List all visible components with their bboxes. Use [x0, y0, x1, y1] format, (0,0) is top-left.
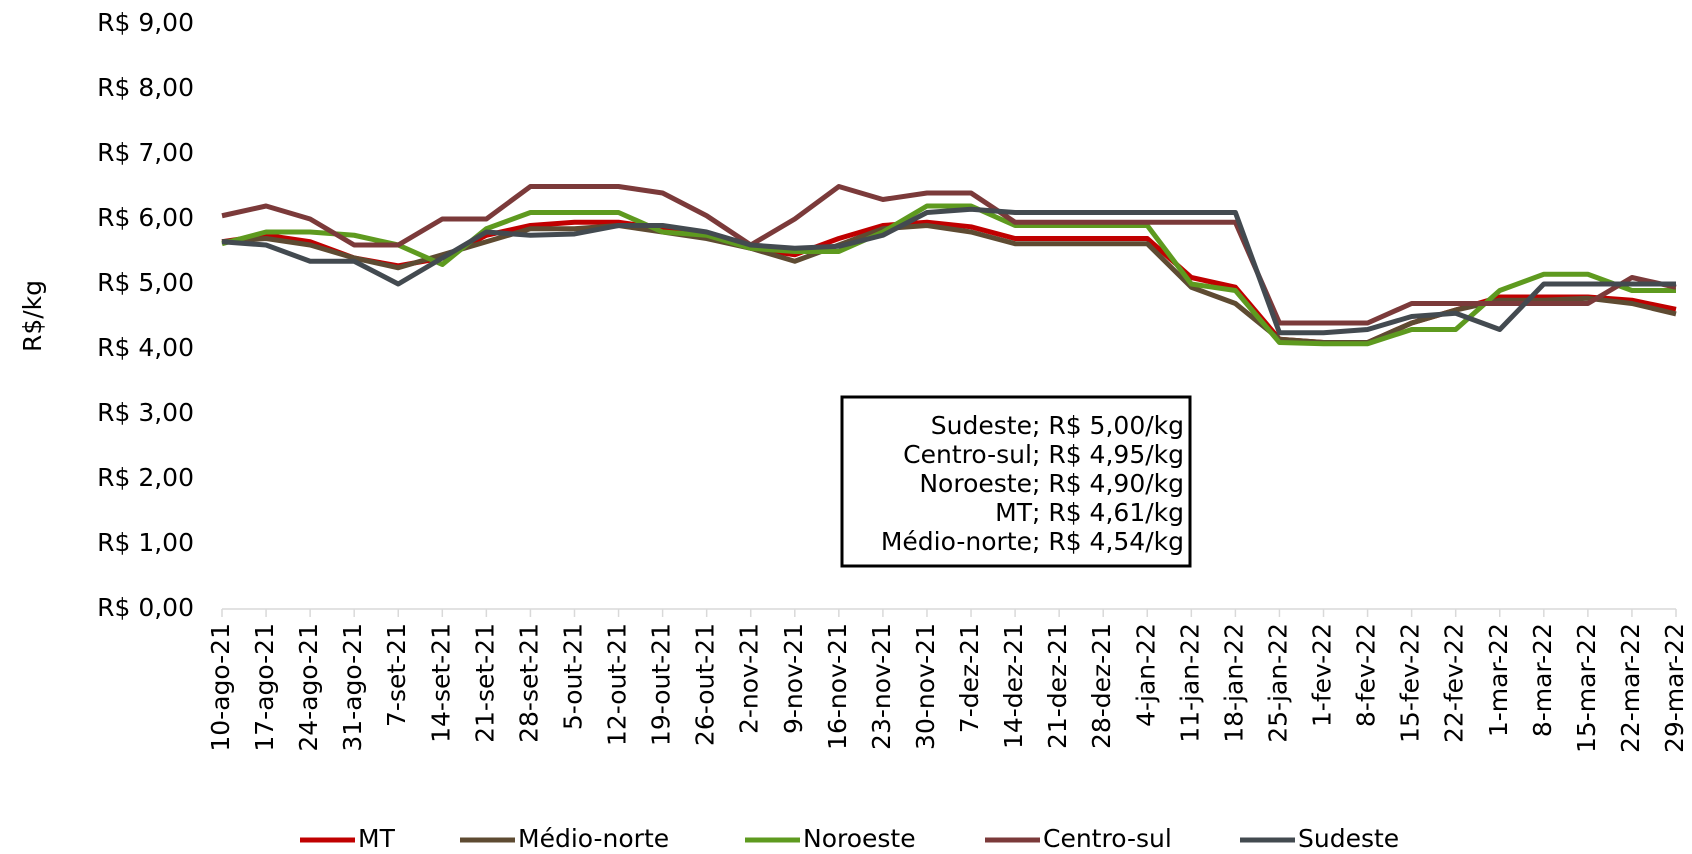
annotation-text: Médio-norte; R$ 4,54/kg: [881, 527, 1184, 556]
y-tick-label: R$ 5,00: [97, 268, 194, 297]
x-tick-label: 23-nov-21: [867, 623, 896, 750]
x-tick-label: 24-ago-21: [294, 623, 323, 752]
y-tick-label: R$ 9,00: [97, 8, 194, 37]
x-tick-label: 28-dez-21: [1087, 623, 1116, 749]
x-tick-label: 10-ago-21: [206, 623, 235, 752]
x-tick-label: 15-fev-22: [1396, 623, 1425, 743]
x-tick-label: 26-out-21: [691, 623, 720, 746]
x-tick-label: 25-jan-22: [1263, 623, 1292, 743]
legend-label: Sudeste: [1298, 824, 1399, 853]
legend-label: Noroeste: [803, 824, 916, 853]
y-tick-label: R$ 7,00: [97, 138, 194, 167]
x-tick-label: 15-mar-22: [1572, 623, 1601, 753]
legend-label: Médio-norte: [518, 824, 669, 853]
x-tick-label: 16-nov-21: [823, 623, 852, 750]
x-tick-label: 14-dez-21: [999, 623, 1028, 749]
annotation-text: Noroeste; R$ 4,90/kg: [919, 469, 1184, 498]
line-series: [221, 184, 1677, 326]
x-tick-label: 17-ago-21: [250, 623, 279, 752]
y-tick-label: R$ 2,00: [97, 463, 194, 492]
x-tick-label: 30-nov-21: [911, 623, 940, 750]
x-tick-label: 1-mar-22: [1484, 623, 1513, 737]
x-tick-label: 8-fev-22: [1352, 623, 1381, 727]
x-tick-label: 22-fev-22: [1440, 623, 1469, 743]
y-tick-label: R$ 6,00: [97, 203, 194, 232]
x-tick-label: 7-set-21: [382, 623, 411, 727]
line-series: [221, 206, 1676, 336]
x-tick-label: 5-out-21: [558, 623, 587, 730]
x-tick-label: 8-mar-22: [1528, 623, 1557, 737]
x-tick-label: 11-jan-22: [1175, 623, 1204, 743]
y-tick-label: R$ 3,00: [97, 398, 194, 427]
x-tick-label: 4-jan-22: [1131, 623, 1160, 727]
x-tick-label: 12-out-21: [603, 623, 632, 746]
y-tick-label: R$ 0,00: [97, 593, 194, 622]
x-tick-label: 21-dez-21: [1043, 623, 1072, 749]
legend-label: MT: [358, 824, 396, 853]
x-tick-label: 2-nov-21: [735, 623, 764, 734]
x-tick-label: 18-jan-22: [1219, 623, 1248, 743]
legend-label: Centro-sul: [1043, 824, 1172, 853]
annotation-box: [840, 395, 1192, 568]
x-tick-label: 22-mar-22: [1616, 623, 1645, 753]
x-tick-label: 9-nov-21: [779, 623, 808, 734]
x-tick-label: 29-mar-22: [1660, 623, 1689, 753]
x-tick-label: 14-set-21: [426, 623, 455, 743]
y-tick-label: R$ 1,00: [97, 528, 194, 557]
x-tick-label: 19-out-21: [647, 623, 676, 746]
x-tick-label: 21-set-21: [470, 623, 499, 743]
annotation-text: Centro-sul; R$ 4,95/kg: [903, 440, 1184, 469]
y-axis-title: R$/kg: [18, 280, 47, 352]
annotation-text: MT; R$ 4,61/kg: [995, 498, 1184, 527]
x-tick-label: 7-dez-21: [955, 623, 984, 733]
y-tick-label: R$ 8,00: [97, 73, 194, 102]
x-tick-label: 31-ago-21: [338, 623, 367, 752]
y-tick-label: R$ 4,00: [97, 333, 194, 362]
x-tick-label: 1-fev-22: [1308, 623, 1337, 727]
x-tick-label: 28-set-21: [514, 623, 543, 743]
annotation-text: Sudeste; R$ 5,00/kg: [931, 411, 1184, 440]
